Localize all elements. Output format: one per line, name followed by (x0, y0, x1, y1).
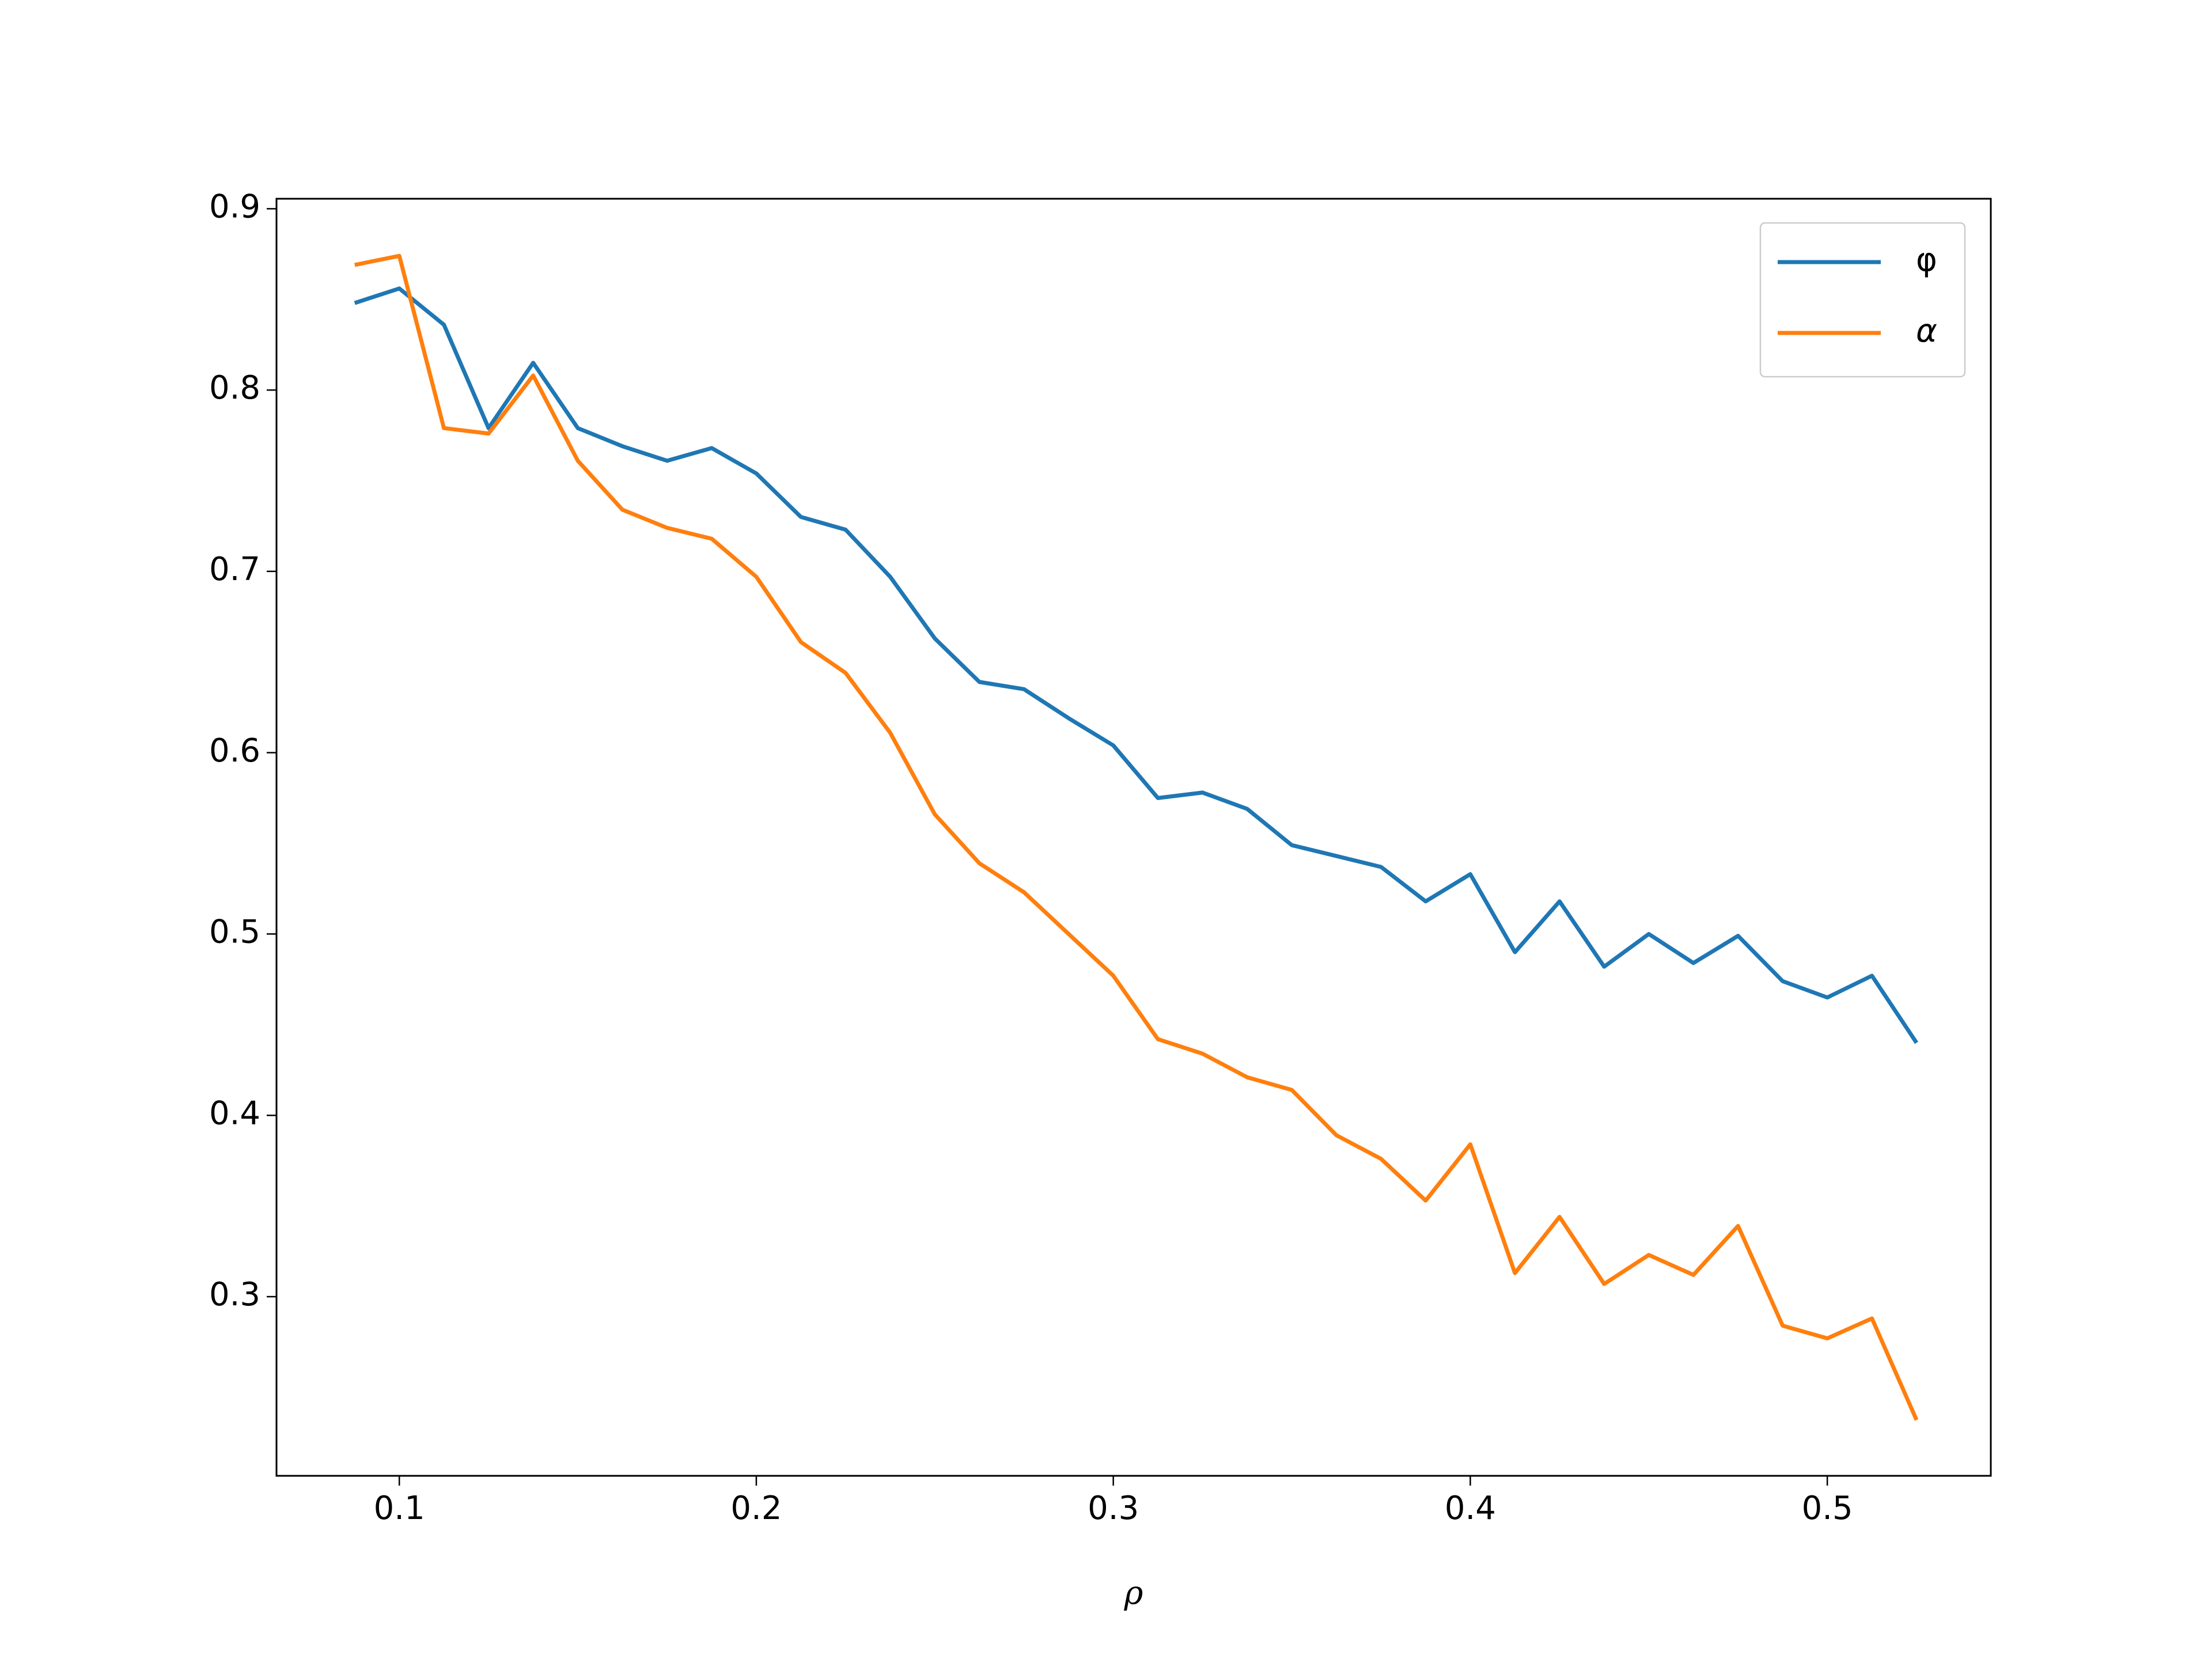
y-tick-label: 0.9 (209, 188, 260, 225)
legend-label: α (1916, 312, 1937, 350)
x-axis-label: ρ (1124, 1575, 1143, 1612)
y-tick-label: 0.3 (209, 1276, 260, 1313)
x-tick-label: 0.3 (1088, 1490, 1139, 1527)
x-tick-label: 0.4 (1445, 1490, 1496, 1527)
y-tick-label: 0.5 (209, 914, 260, 951)
y-tick-label: 0.4 (209, 1094, 260, 1132)
x-tick-label: 0.5 (1802, 1490, 1853, 1527)
y-tick-label: 0.6 (209, 732, 260, 770)
series-line (354, 286, 1919, 1044)
plot-frame (275, 198, 1992, 1477)
x-tick-label: 0.1 (374, 1490, 425, 1527)
x-tick-label: 0.2 (730, 1490, 782, 1527)
series-line (354, 253, 1919, 1421)
y-tick-label: 0.7 (209, 551, 260, 588)
y-tick-label: 0.8 (209, 369, 260, 407)
legend-label: φ (1916, 241, 1937, 279)
